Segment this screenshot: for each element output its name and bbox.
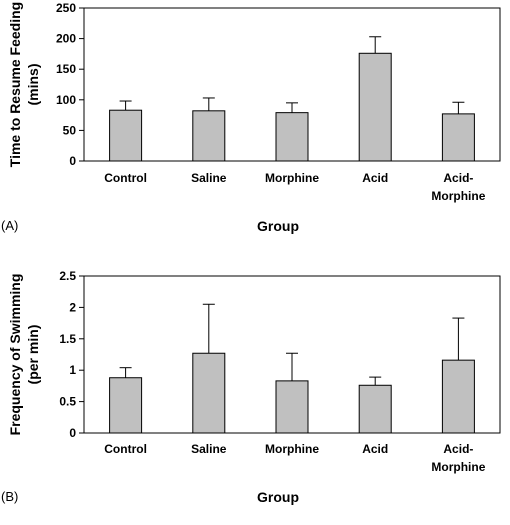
panel-label: (A) [1,218,18,233]
y-axis-label: Time to Resume Feeding (mins) [7,2,41,167]
bar [441,359,475,434]
bar [275,112,309,162]
x-tick-label: Acid [362,442,388,456]
bar [358,384,392,434]
x-tick-label: Acid-Morphine [431,171,485,203]
x-tick-label: Control [104,442,147,456]
y-tick-label: 1 [69,363,76,377]
y-tick-label: 0.5 [59,395,76,409]
bar [109,377,143,434]
x-axis-label: Group [257,218,299,234]
panel-label: (B) [1,489,18,504]
y-tick-label: 1.5 [59,332,76,346]
bar [358,52,392,162]
x-tick-label: Acid [362,171,388,185]
bar [275,380,309,434]
y-tick-label: 200 [56,32,76,46]
y-tick-label: 250 [56,1,76,15]
bar [441,113,475,162]
y-tick-label: 150 [56,62,76,76]
y-tick-label: 2.5 [59,269,76,283]
x-tick-label: Saline [191,442,227,456]
y-tick-label: 50 [63,123,77,137]
bar [192,352,226,434]
y-axis-label: Frequency of Swimming (per min) [7,274,41,436]
y-tick-label: 2 [69,300,76,314]
y-tick-label: 0 [69,154,76,168]
x-tick-label: Morphine [265,442,319,456]
x-axis-label: Group [257,489,299,505]
bar [109,109,143,162]
x-tick-label: Morphine [265,171,319,185]
y-tick-label: 100 [56,93,76,107]
y-tick-label: 0 [69,426,76,440]
x-tick-label: Saline [191,171,227,185]
bar [192,110,226,162]
x-tick-label: Acid-Morphine [431,442,485,474]
x-tick-label: Control [104,171,147,185]
